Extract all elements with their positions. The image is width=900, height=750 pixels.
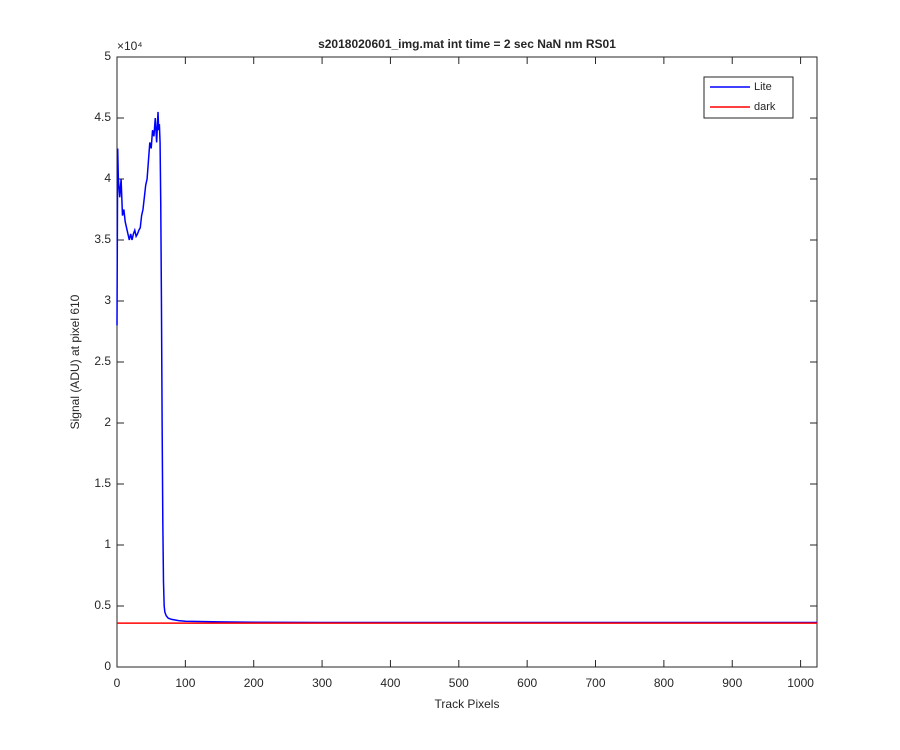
legend-label: dark bbox=[754, 101, 776, 113]
x-tick-label: 200 bbox=[244, 676, 264, 690]
y-scale-label: ×10⁴ bbox=[117, 39, 143, 53]
y-tick-label: 2 bbox=[104, 415, 111, 429]
y-tick-label: 3.5 bbox=[94, 232, 111, 246]
y-tick-label: 4 bbox=[104, 171, 111, 185]
y-tick-label: 5 bbox=[104, 49, 111, 63]
x-tick-label: 400 bbox=[380, 676, 400, 690]
y-tick-label: 0.5 bbox=[94, 598, 111, 612]
series-line bbox=[116, 111, 817, 624]
x-axis-label: Track Pixels bbox=[435, 697, 500, 711]
y-tick-label: 2.5 bbox=[94, 354, 111, 368]
x-tick-label: 300 bbox=[312, 676, 332, 690]
y-axis-label: Signal (ADU) at pixel 610 bbox=[68, 294, 82, 429]
x-tick-label: 1000 bbox=[787, 676, 814, 690]
x-tick-label: 500 bbox=[449, 676, 469, 690]
legend-label: Lite bbox=[754, 81, 772, 93]
y-tick-label: 4.5 bbox=[94, 110, 111, 124]
y-tick-label: 3 bbox=[104, 293, 111, 307]
chart-title: s2018020601_img.mat int time = 2 sec NaN… bbox=[318, 37, 616, 51]
y-tick-label: 1.5 bbox=[94, 476, 111, 490]
x-tick-label: 800 bbox=[654, 676, 674, 690]
y-tick-label: 0 bbox=[104, 659, 111, 673]
x-tick-label: 600 bbox=[517, 676, 537, 690]
x-tick-label: 100 bbox=[175, 676, 195, 690]
plot-area bbox=[116, 56, 818, 668]
y-tick-label: 1 bbox=[104, 537, 111, 551]
legend-box bbox=[703, 76, 794, 119]
x-tick-label: 700 bbox=[586, 676, 606, 690]
x-tick-label: 900 bbox=[722, 676, 742, 690]
x-tick-label: 0 bbox=[114, 676, 121, 690]
